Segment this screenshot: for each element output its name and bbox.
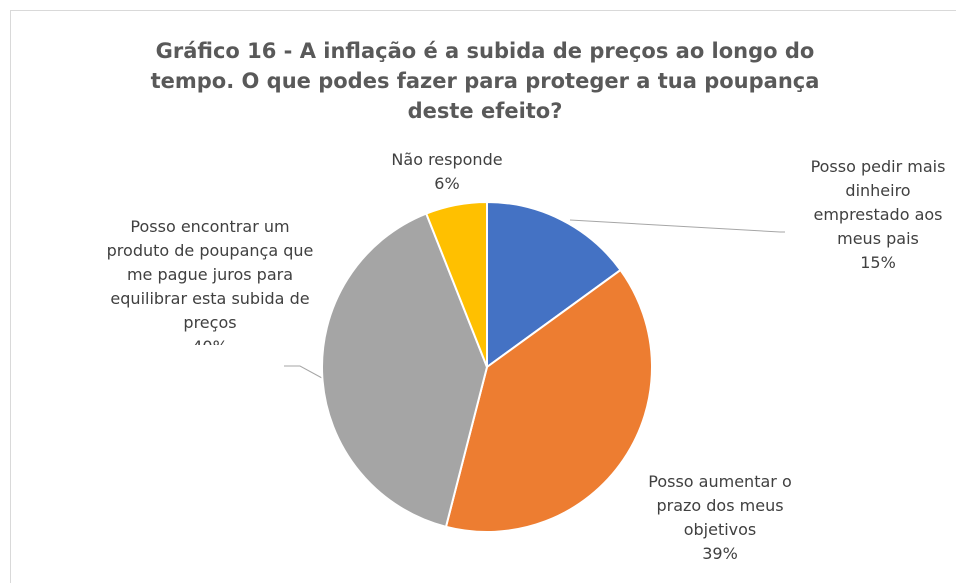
label-box: Posso aumentar o prazo dos meus objetivo…	[630, 470, 810, 566]
chart-title: Gráfico 16 - A inflação é a subida de pr…	[150, 39, 820, 123]
data-label: Posso encontrar um produto de poupança q…	[105, 215, 315, 345]
value-label: 15%	[860, 253, 896, 272]
leader-line	[569, 219, 785, 233]
category-label: Posso aumentar o prazo dos meus objetivo…	[648, 472, 792, 539]
title-box: Gráfico 16 - A inflação é a subida de pr…	[150, 39, 820, 123]
data-label: Posso pedir mais dinheiro emprestado aos…	[798, 155, 956, 275]
pie-slice	[424, 200, 488, 368]
category-label: Não responde	[391, 150, 503, 169]
value-label: 6%	[434, 174, 460, 193]
data-label: Posso aumentar o prazo dos meus objetivo…	[630, 470, 810, 566]
pie-slice	[486, 200, 622, 369]
category-label: Posso encontrar um produto de poupança q…	[106, 217, 314, 332]
label-box: Não responde 6%	[367, 148, 527, 196]
leader-line	[284, 365, 323, 379]
pie-slice	[321, 212, 489, 529]
data-label: Não responde 6%	[367, 148, 527, 196]
category-label: Posso pedir mais dinheiro emprestado aos…	[810, 157, 946, 248]
label-box: Posso encontrar um produto de poupança q…	[105, 215, 315, 345]
value-label: 40%	[192, 337, 228, 345]
value-label: 39%	[702, 544, 738, 563]
label-box: Posso pedir mais dinheiro emprestado aos…	[798, 155, 956, 275]
pie-slice	[444, 268, 653, 533]
